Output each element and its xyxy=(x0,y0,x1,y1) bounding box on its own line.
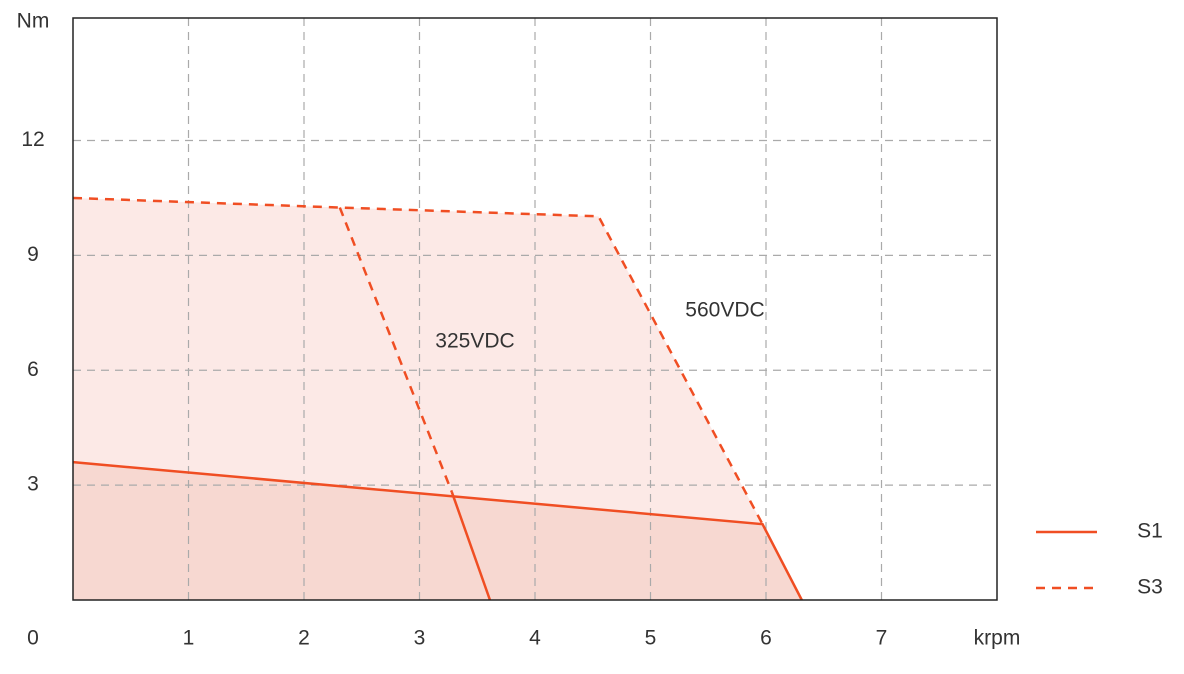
y-tick-label: 3 xyxy=(27,473,39,496)
x-tick-label: 3 xyxy=(414,627,426,650)
series-line xyxy=(72,460,803,601)
x-tick-label: 5 xyxy=(645,627,657,650)
annotation: 325VDC xyxy=(435,330,514,353)
series-line xyxy=(338,207,454,493)
series-line xyxy=(72,196,764,525)
series-line xyxy=(450,491,492,601)
plot-frame xyxy=(72,17,998,601)
legend-label: S1 xyxy=(1137,520,1163,543)
x-axis-label: krpm xyxy=(974,627,1021,650)
y-tick-label: 12 xyxy=(21,128,44,151)
legend-label: S3 xyxy=(1137,576,1163,599)
x-tick-label: 7 xyxy=(876,627,888,650)
x-tick-label: 1 xyxy=(183,627,195,650)
x-tick-label: 2 xyxy=(298,627,310,650)
area-fill xyxy=(73,462,802,600)
x-tick-label: 0 xyxy=(27,627,39,650)
y-axis-label: Nm xyxy=(17,10,50,33)
x-tick-label: 4 xyxy=(529,627,541,650)
y-tick-label: 9 xyxy=(27,243,39,266)
annotation: 560VDC xyxy=(685,299,764,322)
x-tick-label: 6 xyxy=(760,627,772,650)
y-tick-label: 6 xyxy=(27,358,39,381)
